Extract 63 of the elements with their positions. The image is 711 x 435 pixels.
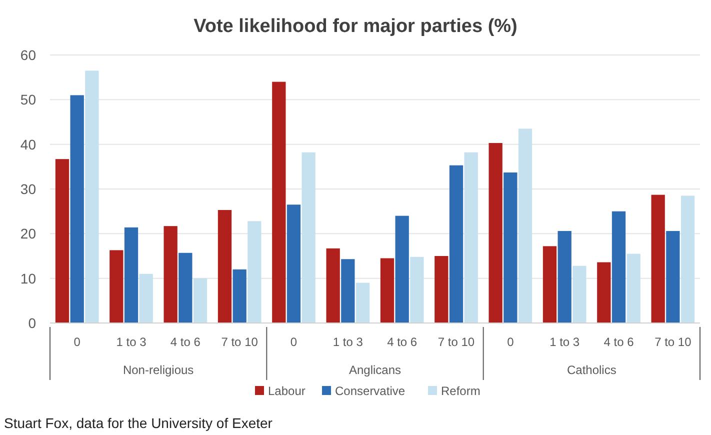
- x-tick-label: 7 to 10: [654, 335, 692, 349]
- bar: [504, 172, 518, 323]
- chart-title: Vote likelihood for major parties (%): [194, 16, 518, 37]
- bar: [434, 256, 448, 323]
- bar: [124, 227, 138, 323]
- bar: [341, 259, 355, 323]
- bar: [558, 230, 572, 323]
- bar: [272, 82, 286, 323]
- x-tick-label: 7 to 10: [438, 335, 475, 349]
- y-tick-label: 10: [20, 270, 36, 286]
- bar: [542, 246, 557, 323]
- bar: [356, 282, 370, 323]
- x-tick-label: 0: [507, 335, 514, 349]
- y-tick-label: 0: [28, 315, 36, 331]
- bar: [395, 216, 409, 323]
- legend-label: Labour: [268, 384, 306, 398]
- y-tick-label: 20: [20, 226, 36, 242]
- bar: [218, 210, 232, 323]
- bar: [410, 256, 424, 323]
- bar: [232, 269, 246, 323]
- legend-label: Conservative: [335, 384, 406, 398]
- bar: [380, 258, 394, 323]
- bar: [626, 254, 640, 323]
- bar: [139, 274, 153, 323]
- y-tick-label: 50: [20, 92, 36, 108]
- y-tick-label: 30: [20, 181, 36, 197]
- bar: [85, 70, 99, 323]
- x-tick-label: 4 to 6: [387, 335, 418, 349]
- bar: [488, 142, 502, 323]
- text: Stuart Fox, data for the University of Exeter: [4, 415, 273, 431]
- bar: [651, 194, 665, 323]
- x-tick-label: 4 to 6: [604, 335, 634, 349]
- y-tick-label: 60: [20, 47, 36, 63]
- bar: [70, 95, 84, 323]
- x-tick-label: 1 to 3: [332, 335, 364, 349]
- text: Non-religious: [122, 363, 194, 377]
- y-tick-label: 40: [20, 136, 36, 152]
- bar: [248, 221, 262, 323]
- bar: [680, 196, 695, 323]
- bar: [449, 165, 464, 323]
- bar: [464, 152, 478, 323]
- x-tick-label: 1 to 3: [550, 335, 580, 349]
- bar: [597, 262, 611, 323]
- bar: [518, 128, 532, 323]
- x-tick-label: 4 to 6: [170, 335, 201, 349]
- text: Catholics: [566, 363, 616, 377]
- bar: [326, 248, 340, 323]
- bar: [110, 250, 124, 323]
- bar: [55, 159, 70, 323]
- bar: [193, 278, 208, 323]
- x-tick-label: 0: [74, 335, 81, 349]
- x-tick-label: 7 to 10: [221, 335, 258, 349]
- bar: [572, 266, 586, 323]
- x-tick-label: 1 to 3: [116, 335, 147, 349]
- bar: [286, 204, 301, 323]
- x-tick-label: 0: [290, 335, 298, 349]
- bar: [666, 230, 680, 323]
- bar: [612, 211, 626, 323]
- legend-label: Reform: [441, 384, 480, 398]
- bar: [302, 152, 316, 323]
- bar: [178, 252, 192, 323]
- text: Anglicans: [348, 363, 402, 377]
- bar: [164, 226, 178, 323]
